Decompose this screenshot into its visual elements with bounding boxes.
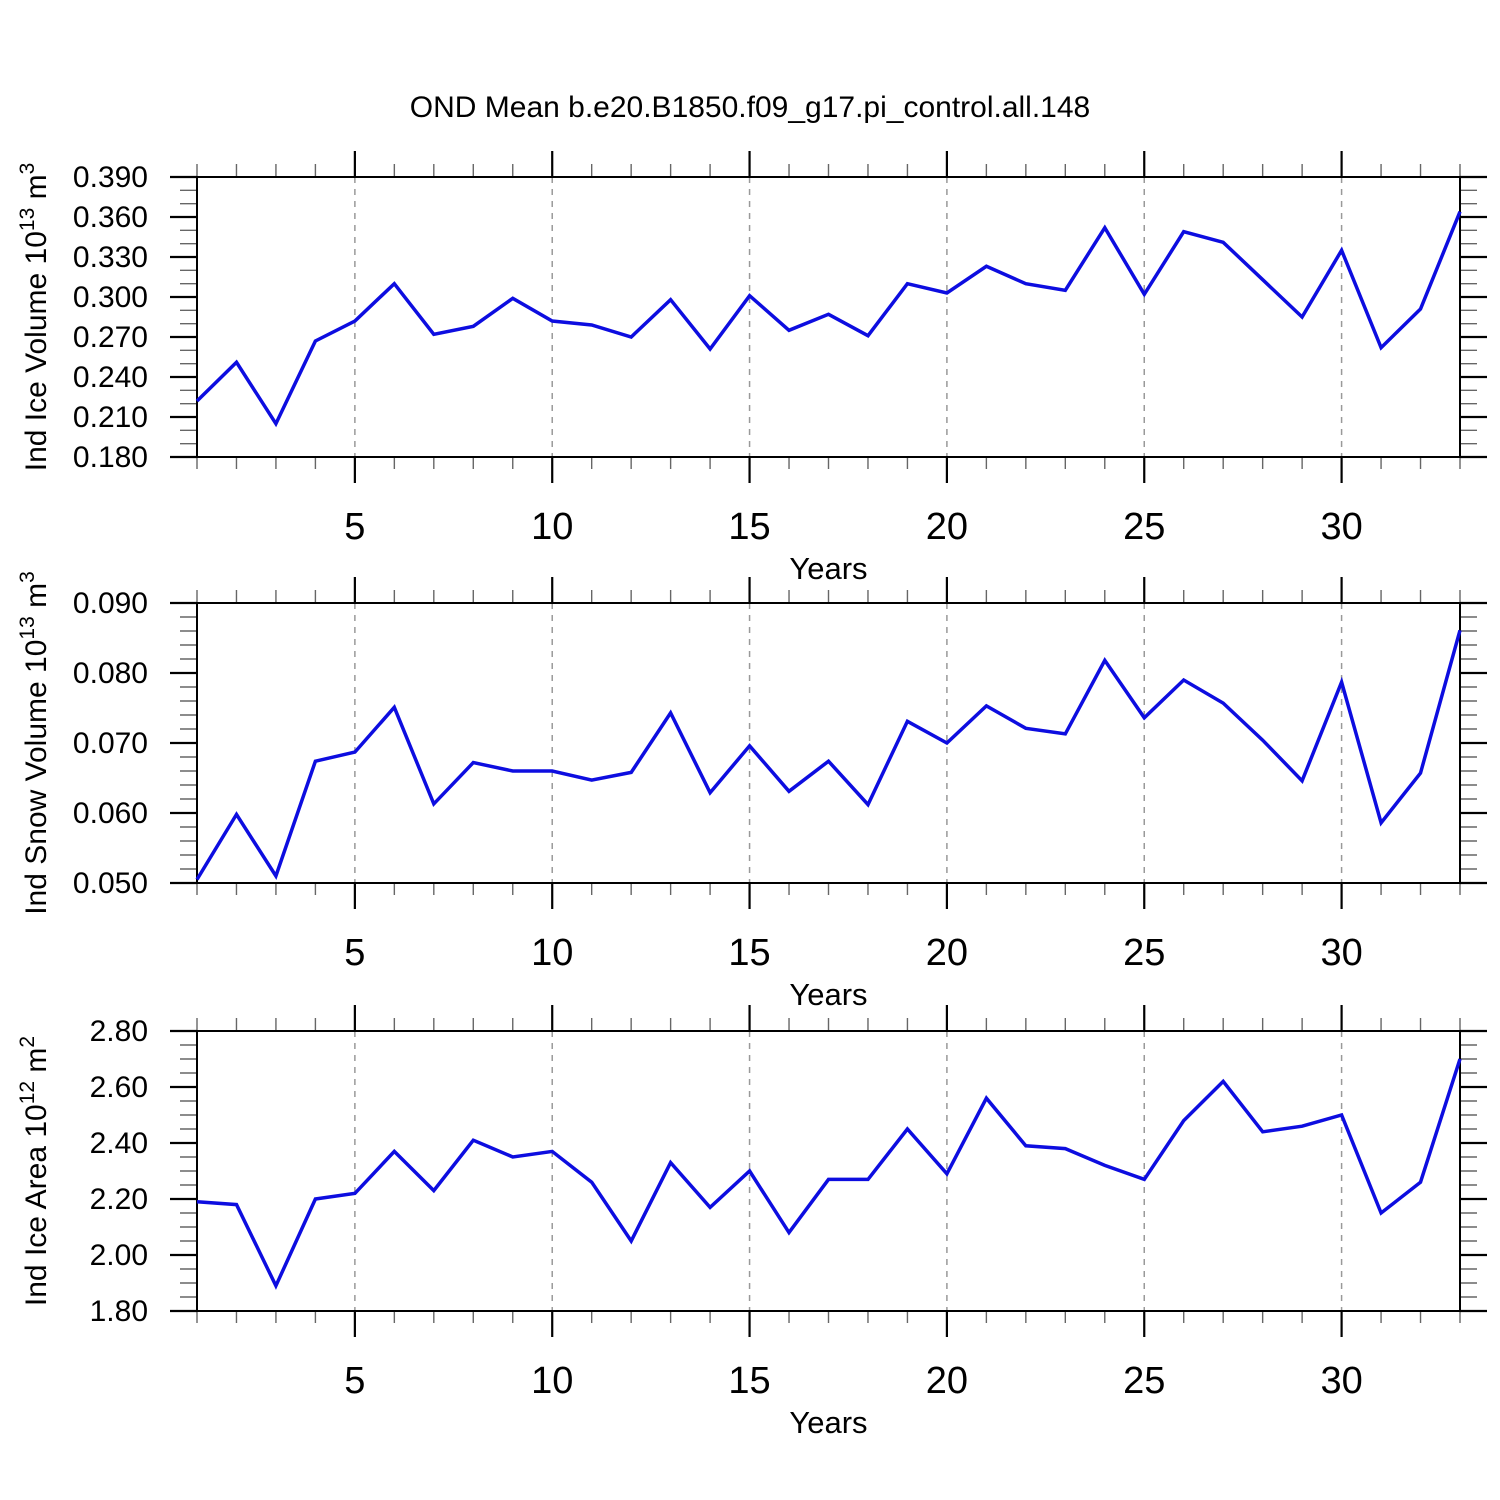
y-tick-label: 2.40 [90, 1127, 148, 1160]
x-tick-label: 20 [926, 1360, 968, 1402]
x-axis-title: Years [789, 1405, 867, 1440]
y-tick-label: 0.270 [73, 321, 148, 354]
y-axis-title: Ind Ice Volume 1013 m3 [16, 163, 53, 472]
x-tick-label: 10 [531, 1360, 573, 1402]
ind-snow-volume-line [195, 629, 1462, 881]
y-tick-label: 0.390 [73, 161, 148, 194]
y-tick-label: 0.360 [73, 201, 148, 234]
y-tick-label: 0.090 [73, 587, 148, 620]
x-tick-label: 15 [728, 506, 770, 548]
x-tick-label: 20 [926, 506, 968, 548]
panel-ind-ice-area: 1.80 2.00 2.20 2.40 2.60 2.80 5 10 15 20 25 30 Years… [16, 1005, 1487, 1440]
y-tick-label: 0.330 [73, 241, 148, 274]
y-tick-label: 2.60 [90, 1071, 148, 1104]
x-tick-label: 25 [1123, 932, 1165, 974]
x-tick-label: 15 [728, 1360, 770, 1402]
y-tick-label: 0.180 [73, 441, 148, 474]
figure-title: OND Mean b.e20.B1850.f09_g17.pi_control.… [409, 91, 1091, 124]
panel-frame [196, 176, 1461, 458]
x-tick-label: 10 [531, 932, 573, 974]
y-tick-label: 0.210 [73, 401, 148, 434]
x-tick-label: 30 [1320, 1360, 1362, 1402]
y-tick-label: 0.240 [73, 361, 148, 394]
x-tick-label: 5 [344, 932, 365, 974]
x-tick-label: 30 [1320, 506, 1362, 548]
panel-ind-ice-volume: 0.180 0.210 0.240 0.270 0.300 0.330 0.360 0.390… [16, 151, 1487, 586]
panel-frame [196, 602, 1461, 884]
y-tick-label: 0.060 [73, 797, 148, 830]
x-tick-label: 5 [344, 506, 365, 548]
ind-ice-volume-line [195, 211, 1462, 428]
y-tick-label: 0.300 [73, 281, 148, 314]
panel-ind-snow-volume: 0.050 0.060 0.070 0.080 0.090 5 10 15 20 25 30 Year… [16, 571, 1487, 1012]
x-axis-title: Years [789, 977, 867, 1012]
y-axis-title: Ind Snow Volume 1013 m3 [16, 571, 53, 915]
y-tick-label: 2.00 [90, 1239, 148, 1272]
x-tick-label: 10 [531, 506, 573, 548]
x-tick-label: 20 [926, 932, 968, 974]
x-tick-label: 15 [728, 932, 770, 974]
y-tick-label: 2.80 [90, 1015, 148, 1048]
ind-ice-area-line [196, 1058, 1462, 1290]
panel-frame [196, 1030, 1461, 1312]
y-tick-label: 0.050 [73, 867, 148, 900]
x-tick-label: 30 [1320, 932, 1362, 974]
y-tick-label: 2.20 [90, 1183, 148, 1216]
x-tick-label: 5 [344, 1360, 365, 1402]
y-tick-label: 0.080 [73, 657, 148, 690]
y-tick-label: 0.070 [73, 727, 148, 760]
y-tick-label: 1.80 [90, 1295, 148, 1328]
y-axis-title: Ind Ice Area 1012 m2 [16, 1036, 53, 1306]
x-axis-title: Years [789, 551, 867, 586]
x-tick-label: 25 [1123, 506, 1165, 548]
x-tick-label: 25 [1123, 1360, 1165, 1402]
